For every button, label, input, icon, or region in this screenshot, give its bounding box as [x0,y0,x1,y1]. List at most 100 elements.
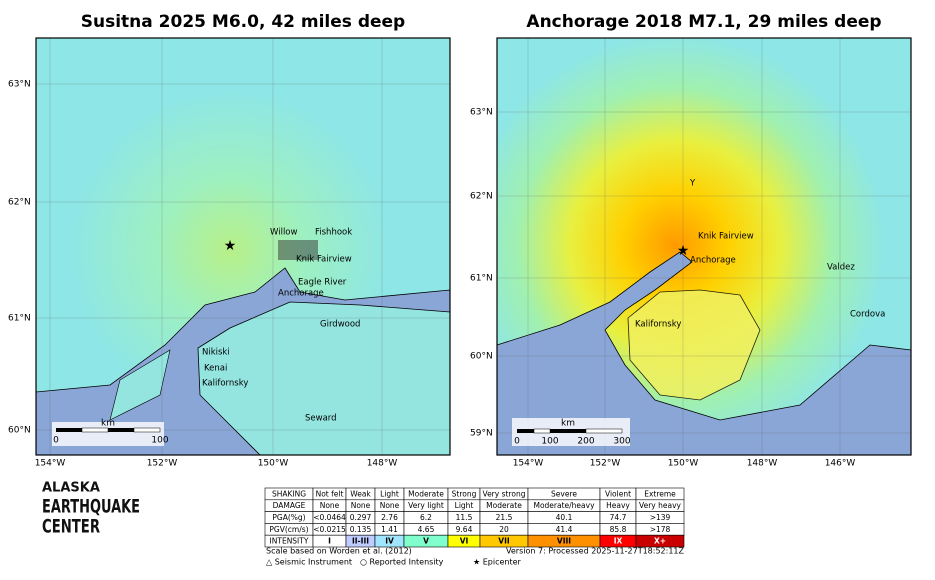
place: Girdwood [320,320,360,330]
lat-labels: 63°N 62°N 61°N 60°N [8,80,31,436]
table-value: >139 [650,513,671,522]
table-value: Moderate/heavy [533,501,595,510]
table-value: 6.2 [420,513,432,522]
lat-label: 59°N [470,429,493,439]
lat-labels: 63°N 62°N 61°N 60°N 59°N [470,108,493,439]
table-value: None [320,501,340,510]
table-value: 0.297 [350,513,372,522]
table-value: None [351,501,371,510]
place: Knik Fairview [296,255,352,265]
lon-label: 154°W [35,459,66,469]
svg-text:★: ★ [677,243,690,259]
legend-note: Scale based on Worden et al. (2012) [266,547,412,556]
row-label: DAMAGE [273,501,306,510]
place: Knik Fairview [698,232,754,242]
lat-label: 62°N [470,192,493,202]
row-label: PGA(%g) [272,513,305,522]
table-value: Moderate [486,501,522,510]
logo: ALASKA EARTHQUAKE CENTER [42,481,140,538]
lat-label: 63°N [8,80,31,90]
lat-label: 61°N [470,274,493,284]
scale-tick: 100 [151,436,168,446]
place: Nikiski [202,348,230,358]
place: Valdez [827,263,855,273]
table-value: Moderate [408,489,444,498]
scale-bar: km 0 100 [52,419,169,446]
table-value: X+ [654,537,666,546]
table-value: Extreme [644,489,676,498]
table-value: Light [380,489,399,498]
table-value: 41.4 [556,525,573,534]
table-value: 11.5 [456,513,473,522]
table-value: Very heavy [639,501,681,510]
table-value: Violent [605,489,631,498]
table-cell [635,534,685,548]
lon-label: 150°W [668,459,699,469]
lat-label: 63°N [470,108,493,118]
logo-line: CENTER [42,516,100,538]
table-value: None [380,501,400,510]
map-2: ★ [497,38,911,455]
lon-labels: 154°W 152°W 150°W 148°W 146°W [513,459,856,469]
table-value: 85.8 [610,525,627,534]
lon-label: 148°W [747,459,778,469]
places: Y Knik Fairview Anchorage Valdez Cordova… [635,179,885,330]
table-value: Light [455,501,474,510]
row-label: PGV(cm/s) [269,525,308,534]
place: Anchorage [278,289,324,299]
table-value: 2.76 [381,513,398,522]
table-value: 40.1 [556,513,573,522]
place: Eagle River [298,278,347,288]
table-value: VIII [557,537,571,546]
table-value: <0.0215 [313,525,346,534]
scale-tick: 100 [541,437,558,447]
table-value: Heavy [606,501,630,510]
table-value: Severe [551,489,577,498]
scale-tick: 300 [613,437,630,447]
place: Seward [305,414,337,424]
table-value: VI [460,537,469,546]
table-value: I [328,537,331,546]
table-value: 1.41 [381,525,398,534]
lat-label: 62°N [8,198,31,208]
scale-tick: 0 [53,436,59,446]
table-value: Strong [452,489,477,498]
table-value: 20 [499,525,509,534]
table-value: Weak [350,489,371,498]
lat-label: 61°N [8,314,31,324]
symbol-key: ○ Reported Intensity [360,558,444,567]
place: Cordova [850,310,885,320]
map-1: ★ [36,38,450,455]
scale-bar: km 0 100 200 300 [512,418,631,447]
table-value: >178 [650,525,671,534]
scale-tick: 200 [577,437,594,447]
table-value: IV [385,537,394,546]
table-value: Very light [408,501,444,510]
lon-label: 152°W [147,459,178,469]
table-value: <0.0464 [313,513,346,522]
place: Kalifornsky [202,379,248,389]
table-value: VII [498,537,510,546]
table-value: IX [614,537,623,546]
map-title: Susitna 2025 M6.0, 42 miles deep [81,12,405,32]
table-value: 21.5 [496,513,513,522]
table-value: V [423,537,429,546]
symbol-key: △ Seismic Instrument [266,558,352,567]
lon-label: 146°W [825,459,856,469]
table-value: Very strong [483,489,526,498]
lon-labels: 154°W 152°W 150°W 148°W [35,459,398,469]
place: Kalifornsky [635,320,681,330]
table-value: 9.64 [456,525,473,534]
place: Kenai [204,364,227,374]
place: Fishhook [315,228,352,238]
version: Version 7: Processed 2025-11-27T18:52:11… [506,547,684,556]
lat-label: 60°N [8,426,31,436]
row-label: INTENSITY [270,537,309,546]
table-value: 0.135 [350,525,372,534]
svg-text:★: ★ [224,238,237,254]
scale-unit: km [101,419,115,429]
row-label: SHAKING [272,489,306,498]
logo-line: ALASKA [42,481,100,496]
lon-label: 150°W [258,459,289,469]
